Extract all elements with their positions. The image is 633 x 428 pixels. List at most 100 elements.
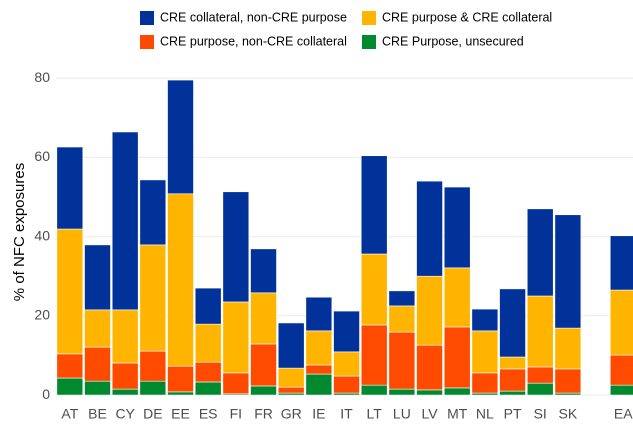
bar-segment — [84, 309, 111, 348]
bar-segment — [56, 146, 84, 230]
bar-segment — [84, 244, 111, 311]
bar-segment — [471, 372, 499, 394]
bar-segment — [305, 373, 333, 396]
bar-segment — [609, 235, 633, 291]
bar-segment — [443, 267, 471, 328]
legend-swatch — [362, 35, 376, 49]
x-tick-label: LT — [367, 406, 383, 422]
bar-segment — [416, 180, 443, 277]
x-tick-label: IE — [312, 406, 325, 422]
bar-segment — [526, 366, 554, 384]
legend-swatch — [140, 35, 154, 49]
bar-segment — [305, 296, 333, 332]
bar-segment — [139, 179, 167, 246]
bar-segment — [416, 344, 443, 391]
legend-label: CRE collateral, non-CRE purpose — [160, 10, 347, 24]
x-tick-label: EA — [614, 406, 633, 422]
bar-segment — [388, 305, 416, 333]
bar-segment — [222, 191, 250, 303]
bar-segment — [139, 350, 167, 382]
bar-segment — [609, 384, 633, 396]
bar-segment — [250, 248, 277, 294]
x-tick-label: SK — [559, 406, 578, 422]
bar-segment — [526, 208, 554, 297]
bar-segment — [167, 79, 194, 195]
legend-label: CRE Purpose, unsecured — [382, 34, 524, 48]
bar-segment — [333, 375, 360, 394]
bar-segment — [277, 386, 305, 394]
bar-segment — [526, 295, 554, 368]
bar-segment — [471, 330, 499, 374]
legend-swatch — [362, 11, 376, 25]
bar-segment — [167, 391, 194, 396]
bar-segment — [388, 290, 416, 307]
x-tick-label: CY — [115, 406, 135, 422]
x-tick-label: FR — [254, 406, 273, 422]
legend-swatch — [140, 11, 154, 25]
x-tick-label: SI — [534, 406, 547, 422]
bar-segment — [388, 331, 416, 390]
bar-segment — [499, 390, 526, 396]
bar-segment — [111, 362, 139, 390]
bar-segment — [167, 365, 194, 393]
bar-segment — [526, 382, 554, 396]
x-tick-label: AT — [61, 406, 78, 422]
bar-segment — [443, 326, 471, 389]
bar-segment — [111, 309, 139, 364]
bar-segment — [250, 385, 277, 396]
bar-segment — [360, 155, 388, 255]
bar-segment — [111, 388, 139, 396]
x-tick-label: BE — [88, 406, 107, 422]
x-tick-label: FI — [230, 406, 242, 422]
bar-segment — [471, 308, 499, 332]
bar-segment — [333, 310, 360, 353]
bar-segment — [554, 368, 582, 394]
bar-segment — [443, 186, 471, 269]
legend-label: CRE purpose & CRE collateral — [382, 10, 552, 24]
bar-segment — [499, 288, 526, 358]
bar-segment — [554, 214, 582, 329]
bar-segment — [499, 356, 526, 370]
bar-segment — [360, 384, 388, 396]
bar-segment — [250, 343, 277, 387]
bar-segment — [139, 380, 167, 396]
bar-segment — [609, 354, 633, 386]
bar-segment — [194, 361, 222, 383]
bar-segment — [56, 228, 84, 355]
bar-segment — [499, 368, 526, 392]
bar-segment — [360, 324, 388, 386]
bar-segment — [416, 275, 443, 346]
bar-segment — [277, 322, 305, 369]
bar-segment — [84, 346, 111, 382]
bar-segment — [167, 193, 194, 367]
x-tick-label: MT — [447, 406, 468, 422]
bar-segment — [609, 289, 633, 356]
x-tick-label: EE — [171, 406, 190, 422]
bar-segment — [305, 364, 333, 375]
x-tick-label: LV — [421, 406, 438, 422]
bar-segment — [194, 287, 222, 325]
x-tick-label: LU — [393, 406, 411, 422]
x-tick-label: NL — [476, 406, 494, 422]
y-tick-label: 0 — [42, 386, 50, 402]
y-tick-label: 80 — [34, 69, 50, 85]
bar-segment — [194, 381, 222, 396]
bar-segment — [84, 380, 111, 396]
x-tick-label: PT — [504, 406, 522, 422]
y-tick-label: 60 — [34, 148, 50, 164]
bar-segment — [388, 388, 416, 396]
bar-segment — [222, 372, 250, 395]
bar-segment — [139, 244, 167, 352]
bar-segment — [416, 389, 443, 396]
x-tick-label: ES — [199, 406, 218, 422]
bar-segment — [360, 253, 388, 326]
y-tick-label: 20 — [34, 307, 50, 323]
bar-segment — [56, 377, 84, 396]
x-tick-label: IT — [340, 406, 353, 422]
bar-segment — [305, 330, 333, 366]
bar-segment — [194, 323, 222, 363]
x-tick-label: DE — [143, 406, 162, 422]
y-tick-label: 40 — [34, 227, 50, 243]
